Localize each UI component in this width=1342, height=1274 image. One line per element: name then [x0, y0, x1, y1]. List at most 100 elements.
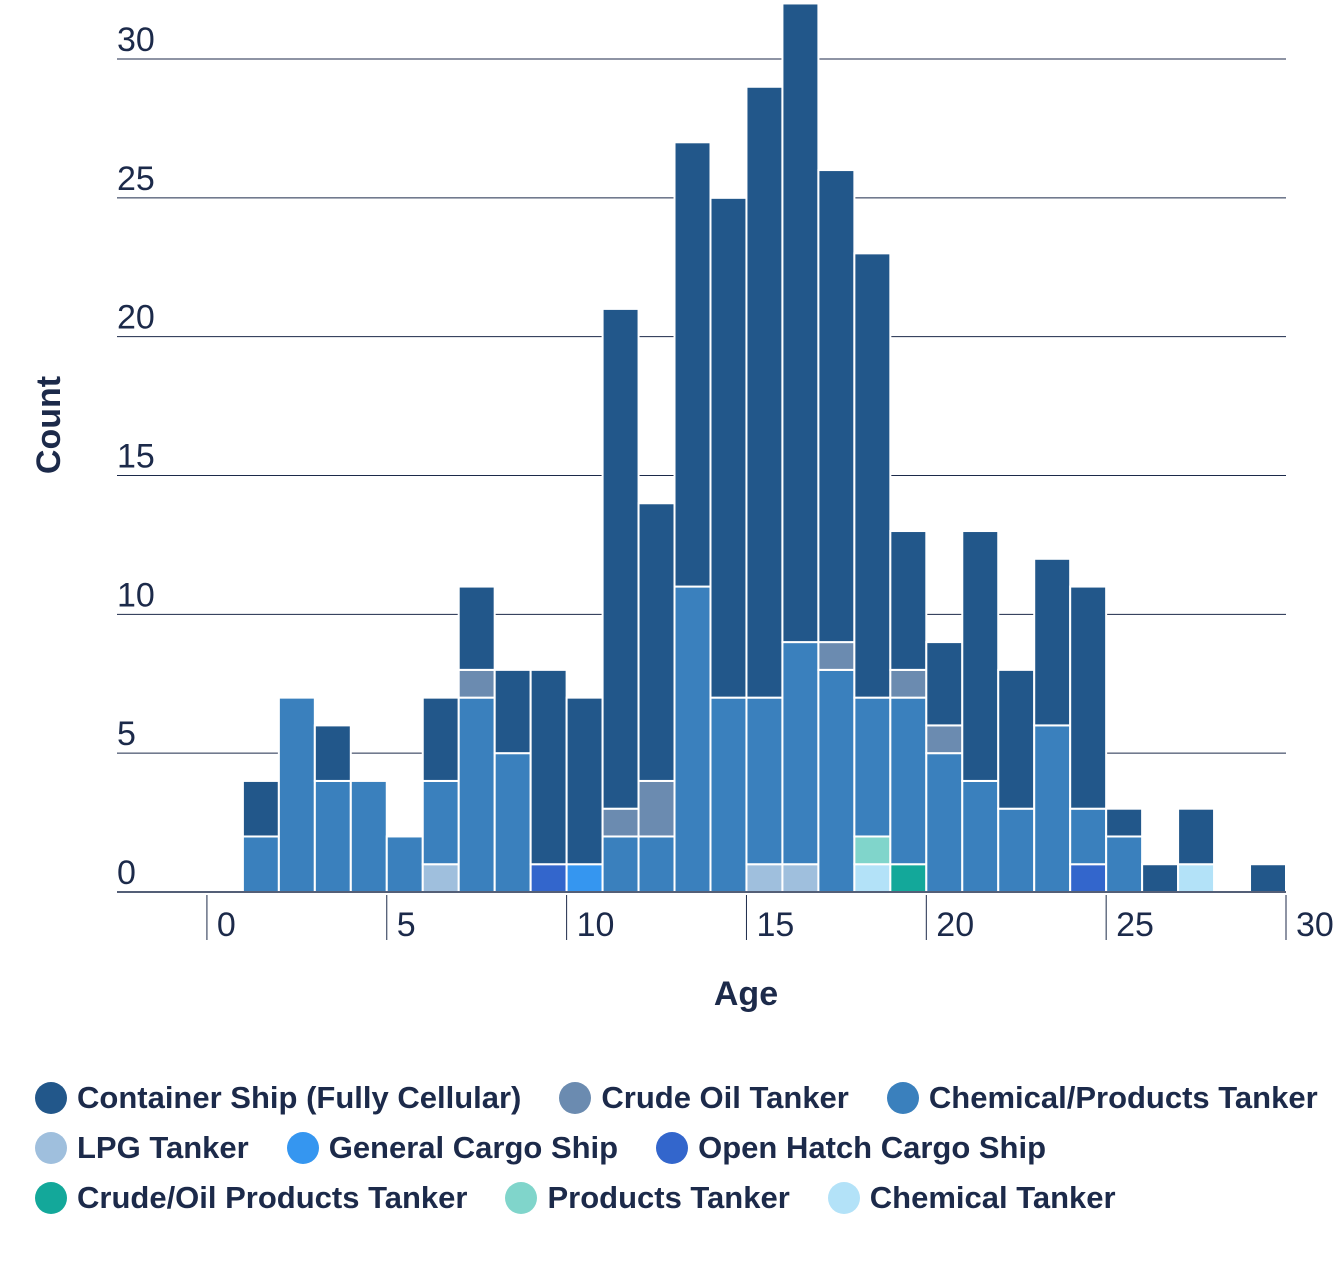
bar-segment — [925, 752, 964, 894]
y-tick-label: 30 — [117, 21, 155, 59]
x-axis-title: Age — [714, 975, 778, 1013]
bar-segment — [853, 835, 892, 866]
bar-segment — [637, 779, 676, 838]
bar-segment — [925, 724, 964, 755]
legend-item: General Cargo Ship — [286, 1130, 619, 1166]
bar-segment — [781, 2, 820, 644]
x-tick-label: 10 — [577, 906, 615, 944]
bar-segment — [673, 141, 712, 588]
bar-segment — [637, 835, 676, 894]
bar-segment — [421, 863, 460, 894]
legend-swatch — [35, 1182, 67, 1214]
y-tick-label: 0 — [117, 854, 136, 892]
bar-segment — [421, 779, 460, 866]
bar-segment — [277, 696, 316, 894]
bar-segment — [889, 668, 928, 699]
bar-segment — [745, 696, 784, 866]
bar-segment — [853, 252, 892, 699]
legend-item: Open Hatch Cargo Ship — [656, 1130, 1046, 1166]
bar-segment — [997, 807, 1036, 894]
bar-segment — [889, 530, 928, 671]
legend-item: LPG Tanker — [35, 1130, 249, 1166]
legend-swatch — [886, 1082, 919, 1114]
legend-swatch — [505, 1182, 538, 1214]
legend-swatch — [35, 1082, 67, 1114]
bar-segment — [493, 668, 532, 755]
bar-segment — [1177, 807, 1216, 866]
bar-segment — [601, 307, 640, 810]
bar-segment — [565, 863, 604, 894]
bar-segment — [1033, 557, 1072, 727]
bar-segment — [1105, 807, 1144, 838]
y-tick-label: 5 — [117, 715, 136, 753]
bar-segment — [457, 585, 496, 671]
bar-segment — [745, 85, 784, 699]
x-tick-label: 0 — [217, 906, 236, 944]
bar-segment — [673, 585, 712, 893]
legend-swatch — [35, 1132, 67, 1164]
chart: Age Count 0 5 10 15 20 25 30 0 5 10 15 20 25 30 — [30, 2, 1334, 1013]
legend-item: Crude/Oil Products Tanker — [35, 1180, 467, 1216]
bar-segment — [961, 530, 1000, 782]
legend-swatch — [559, 1082, 592, 1114]
legend-item: Products Tanker — [505, 1180, 790, 1216]
bar-segment — [241, 835, 280, 894]
bar-segment — [313, 724, 352, 782]
y-axis-title: Count — [30, 376, 68, 474]
bar-segment — [421, 696, 460, 782]
y-tick-label: 20 — [117, 299, 155, 337]
bar-segment — [781, 641, 820, 866]
x-tick-label: 5 — [397, 906, 416, 944]
bar-segment — [529, 863, 568, 894]
y-tick-label: 10 — [117, 576, 155, 614]
legend-swatch — [286, 1132, 319, 1164]
bar-segment — [889, 863, 928, 894]
bar-segment — [1141, 863, 1180, 894]
bar-segment — [349, 779, 388, 894]
bar-segment — [853, 863, 892, 894]
bar-segment — [313, 779, 352, 894]
bar-segment — [385, 835, 424, 894]
legend-item: Crude Oil Tanker — [559, 1080, 849, 1116]
legend-label: Chemical Tanker — [869, 1180, 1116, 1215]
legend-item: Container Ship (Fully Cellular) — [35, 1080, 521, 1116]
bar-segment — [637, 502, 676, 782]
bar-segment — [925, 641, 964, 727]
x-tick-label: 30 — [1296, 906, 1334, 944]
legend-label: Open Hatch Cargo Ship — [698, 1130, 1047, 1165]
bar-segment — [529, 668, 568, 866]
legend-label: LPG Tanker — [77, 1130, 249, 1165]
bar-segment — [565, 696, 604, 866]
bar-segment — [817, 641, 856, 671]
legend-label: Products Tanker — [547, 1180, 790, 1215]
bar-segment — [1069, 585, 1108, 810]
legend-item: Chemical/Products Tanker — [886, 1080, 1318, 1116]
bar-segment — [997, 668, 1036, 810]
bar-segment — [853, 696, 892, 838]
y-tick-label: 25 — [117, 160, 155, 198]
bar-segment — [1249, 863, 1287, 894]
x-tick-label: 20 — [936, 906, 974, 944]
legend-label: General Cargo Ship — [328, 1130, 619, 1165]
x-tick-label: 15 — [756, 906, 794, 944]
legend-swatch — [656, 1132, 689, 1164]
legend-label: Chemical/Products Tanker — [928, 1080, 1318, 1115]
bar-segment — [781, 863, 820, 894]
bar-segment — [601, 835, 640, 894]
bar-segment — [1069, 863, 1108, 894]
bar-segment — [1177, 863, 1216, 894]
legend-label: Crude/Oil Products Tanker — [77, 1180, 468, 1215]
x-tick-label: 25 — [1116, 906, 1154, 944]
legend-label: Crude Oil Tanker — [601, 1080, 849, 1115]
bar-segment — [961, 779, 1000, 894]
bar-segment — [241, 779, 280, 838]
bar-segment — [709, 196, 748, 699]
y-tick-label: 15 — [117, 438, 155, 476]
bar-segment — [1033, 724, 1072, 894]
legend-label: Container Ship (Fully Cellular) — [77, 1080, 522, 1115]
bar-segment — [493, 752, 532, 894]
bar-segment — [709, 696, 748, 894]
bar-segment — [457, 668, 496, 699]
bar-segment — [817, 668, 856, 893]
bar-segment — [889, 696, 928, 866]
